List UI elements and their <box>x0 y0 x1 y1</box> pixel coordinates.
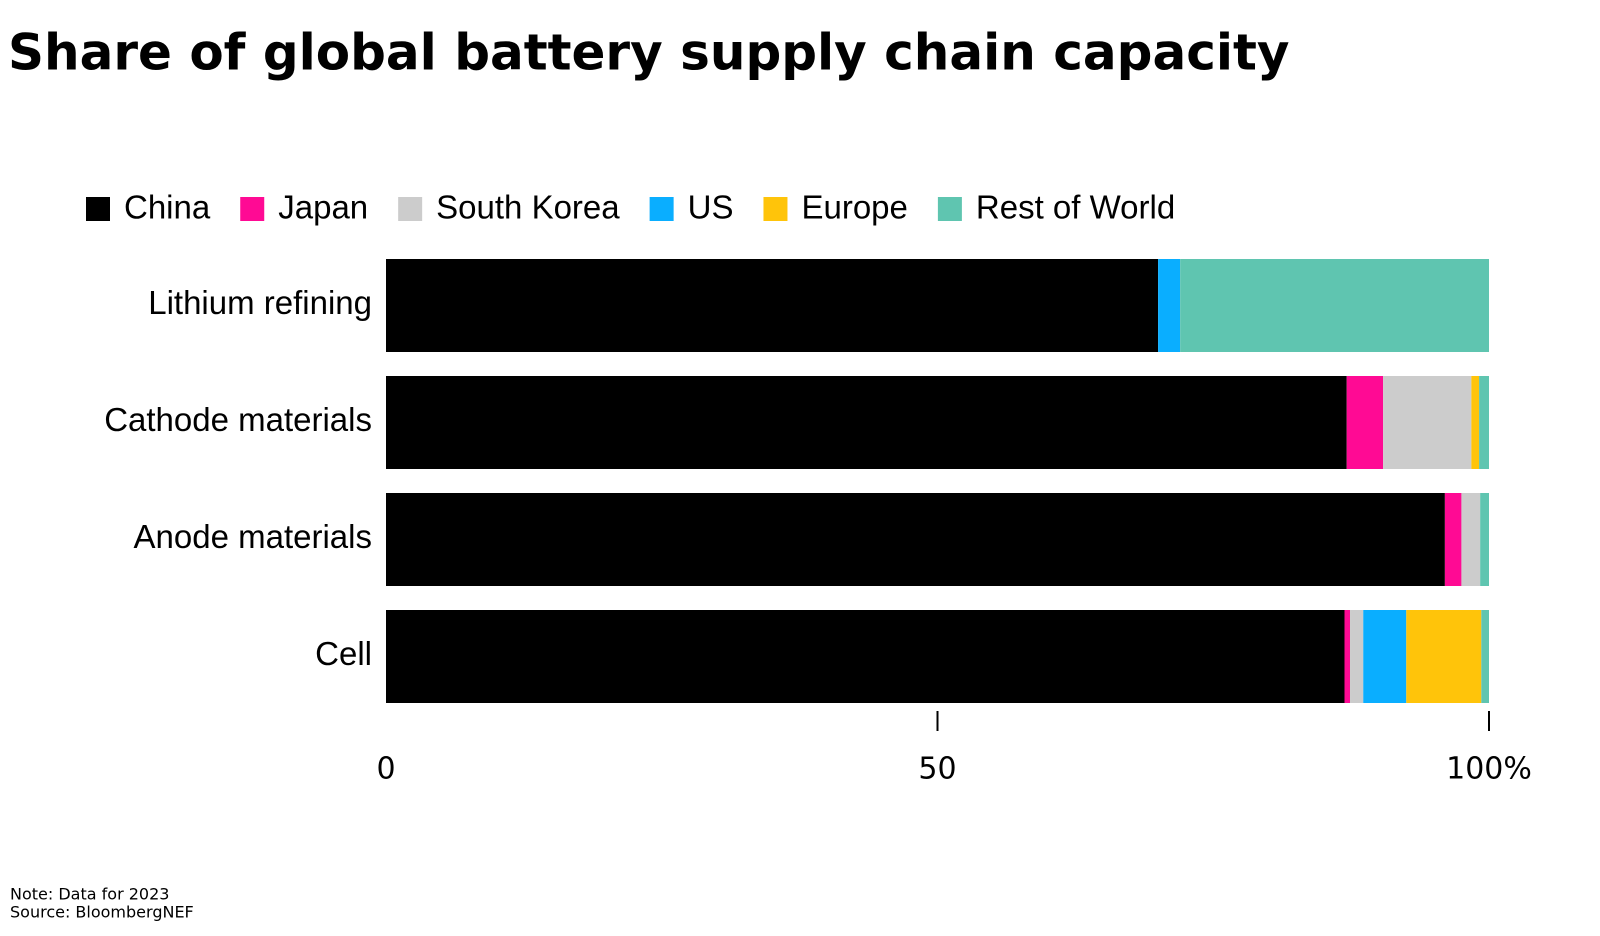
legend-swatch <box>86 197 110 221</box>
note: Note: Data for 2023 <box>10 885 169 904</box>
bar-segment <box>1344 610 1351 703</box>
bar-segment <box>1180 259 1489 352</box>
legend-label: Japan <box>278 189 368 226</box>
legend-swatch <box>398 197 423 221</box>
y-tick-label: Lithium refining <box>148 284 372 321</box>
bar-segment <box>1158 259 1181 352</box>
legend-swatch <box>763 197 788 221</box>
legend-label: US <box>688 189 734 226</box>
legend-swatch <box>240 197 265 221</box>
x-tick-label: 0 <box>376 752 395 787</box>
x-tick-label: 50 <box>918 752 956 787</box>
legend-swatch <box>649 197 674 221</box>
bar-segment <box>1444 493 1462 586</box>
x-tick-label: 100% <box>1446 752 1532 787</box>
legend-label: Rest of World <box>976 189 1175 226</box>
bar-segment <box>386 493 1445 586</box>
bar-segment <box>1346 376 1384 469</box>
bar-segment <box>386 610 1345 703</box>
bar-segment <box>1471 376 1480 469</box>
legend-label: Europe <box>801 189 907 226</box>
bar-segment <box>1481 610 1489 703</box>
bar-segment <box>1363 610 1407 703</box>
legend-label: South Korea <box>436 189 620 226</box>
legend-label: China <box>124 189 211 226</box>
bar-segment <box>1461 493 1481 586</box>
bar-segment <box>386 376 1347 469</box>
bar-segment <box>1383 376 1472 469</box>
source: Source: BloombergNEF <box>10 903 194 922</box>
bar-segment <box>1406 610 1482 703</box>
bar-segment <box>1350 610 1364 703</box>
chart-title: Share of global battery supply chain cap… <box>8 24 1289 82</box>
bar-segment <box>1480 493 1489 586</box>
legend-swatch <box>937 197 962 221</box>
y-tick-label: Cell <box>315 635 372 672</box>
y-tick-label: Anode materials <box>134 518 372 555</box>
bar-segment <box>386 259 1159 352</box>
bar-segment <box>1479 376 1489 469</box>
y-tick-label: Cathode materials <box>104 401 372 438</box>
